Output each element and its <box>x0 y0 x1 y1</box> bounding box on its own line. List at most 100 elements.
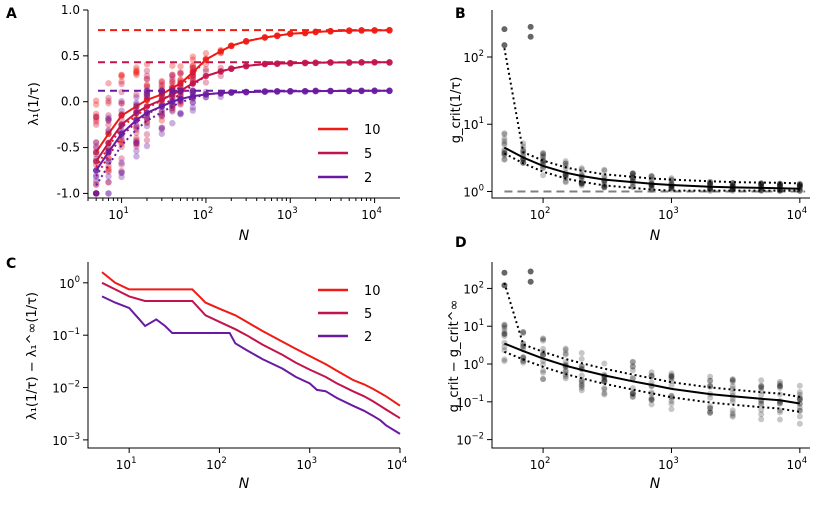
scatter-point-2 <box>169 87 176 94</box>
scatter-point <box>648 369 655 376</box>
ytick-label: 101 <box>463 116 484 132</box>
scatter-point <box>648 396 655 403</box>
lower-quantile-line <box>503 152 800 192</box>
scatter-point <box>758 401 765 408</box>
scatter-point <box>501 156 508 163</box>
scatter-point-2 <box>118 159 125 166</box>
scatter-point <box>707 377 714 384</box>
upper-quantile-line <box>503 48 800 185</box>
scatter-point <box>601 183 608 190</box>
scatter-point <box>729 407 736 414</box>
scatter-point-2 <box>133 138 140 145</box>
scatter-point <box>562 368 569 375</box>
scatter-point <box>648 394 655 401</box>
scatter-point <box>578 363 585 370</box>
scatter-point-2 <box>158 112 166 119</box>
scatter-point-5 <box>133 136 140 144</box>
scatter-point-10 <box>105 100 112 107</box>
scatter-point-10 <box>158 81 166 88</box>
ytick-label: 10−2 <box>52 380 80 396</box>
scatter-point-2 <box>158 130 166 137</box>
scatter-point-2 <box>92 151 100 158</box>
scatter-point-2 <box>169 89 176 97</box>
scatter-point-10 <box>189 62 197 69</box>
scatter-point-2 <box>105 173 112 180</box>
scatter-point-2 <box>177 111 184 118</box>
scatter-point <box>562 346 569 353</box>
scatter-point-10 <box>92 190 100 197</box>
median-line-5 <box>95 61 390 162</box>
scatter-point-2 <box>105 190 112 197</box>
ytick-label: 102 <box>463 49 484 65</box>
scatter-point <box>629 170 636 177</box>
panel-d-xlabel: N <box>650 476 661 492</box>
scatter-point-2 <box>133 153 140 160</box>
scatter-point-10 <box>133 66 140 74</box>
scatter-point-5 <box>105 168 112 175</box>
scatter-point-10 <box>143 115 151 122</box>
scatter-point-2 <box>189 104 197 111</box>
scatter-point-2 <box>133 147 140 155</box>
scatter-point <box>540 367 547 374</box>
scatter-point <box>501 325 508 332</box>
scatter-point-5 <box>105 116 112 124</box>
scatter-point <box>601 378 608 385</box>
scatter-point <box>629 375 636 382</box>
scatter-point-5 <box>158 82 166 90</box>
legend-c-label-10: 10 <box>364 284 381 299</box>
scatter-point <box>540 153 547 160</box>
series-line-10 <box>101 271 401 407</box>
scatter-point-2 <box>158 87 166 94</box>
panel-b-xlabel: N <box>650 228 661 244</box>
scatter-point <box>729 410 736 417</box>
scatter-point-5 <box>118 80 125 88</box>
panel-label-c: C <box>6 256 16 272</box>
scatter-point-2 <box>92 144 100 152</box>
scatter-point-5 <box>189 73 197 81</box>
scatter-point <box>501 138 508 145</box>
scatter-point <box>562 158 569 165</box>
scatter-point <box>776 182 783 189</box>
scatter-point <box>601 385 608 392</box>
scatter-point-10 <box>118 71 125 79</box>
scatter-point-10 <box>143 81 151 89</box>
ytick-label: 10−1 <box>456 394 484 410</box>
scatter-point <box>668 372 675 379</box>
scatter-point <box>796 404 803 411</box>
scatter-point <box>540 345 547 352</box>
scatter-point <box>578 384 585 391</box>
scatter-point-5 <box>143 83 151 91</box>
scatter-point <box>796 420 803 427</box>
panel-b-ylabel: g_crit(1/τ) <box>449 77 464 144</box>
scatter-point <box>707 394 714 401</box>
scatter-point <box>668 400 675 407</box>
scatter-point-5 <box>118 111 125 118</box>
scatter-point-2 <box>118 107 125 114</box>
scatter-point-5 <box>118 155 125 162</box>
scatter-point-5 <box>92 190 100 197</box>
panel-c-marks <box>101 271 401 435</box>
scatter-point-5 <box>189 87 197 94</box>
scatter-point-10 <box>92 97 100 104</box>
scatter-point <box>629 359 636 366</box>
scatter-point <box>501 330 508 337</box>
scatter-point-2 <box>177 88 184 95</box>
scatter-point-10 <box>189 56 197 63</box>
scatter-point <box>562 350 569 357</box>
scatter-point-2 <box>177 109 184 117</box>
scatter-point-5 <box>169 71 176 79</box>
outlier-point <box>527 33 534 40</box>
scatter-point <box>776 384 783 391</box>
scatter-point <box>562 160 569 167</box>
scatter-point <box>601 360 608 367</box>
scatter-point-10 <box>118 100 125 107</box>
scatter-point <box>776 378 783 385</box>
outlier-point <box>501 269 508 276</box>
scatter-point-5 <box>189 72 197 79</box>
scatter-point <box>601 184 608 191</box>
scatter-point <box>520 341 527 348</box>
scatter-point <box>562 359 569 366</box>
outlier-point <box>527 268 534 275</box>
